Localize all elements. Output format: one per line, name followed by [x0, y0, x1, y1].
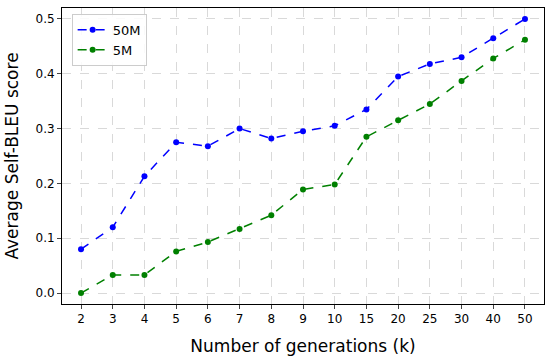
svg-text:30: 30: [454, 312, 469, 326]
svg-text:50M: 50M: [113, 23, 141, 38]
svg-text:50: 50: [517, 312, 532, 326]
svg-text:8: 8: [267, 312, 275, 326]
svg-text:Number of generations (k): Number of generations (k): [190, 336, 415, 356]
svg-text:20: 20: [390, 312, 405, 326]
svg-text:5M: 5M: [113, 43, 133, 58]
svg-text:15: 15: [359, 312, 374, 326]
svg-text:Average Self-BLEU score: Average Self-BLEU score: [2, 52, 22, 259]
svg-text:25: 25: [422, 312, 437, 326]
svg-text:9: 9: [299, 312, 307, 326]
svg-text:4: 4: [141, 312, 149, 326]
svg-text:2: 2: [77, 312, 85, 326]
svg-text:0.0: 0.0: [36, 286, 55, 300]
svg-text:6: 6: [204, 312, 212, 326]
svg-text:3: 3: [109, 312, 117, 326]
svg-text:0.1: 0.1: [36, 231, 55, 245]
svg-text:0.3: 0.3: [36, 122, 55, 136]
svg-text:5: 5: [172, 312, 180, 326]
svg-text:40: 40: [486, 312, 501, 326]
svg-text:10: 10: [327, 312, 342, 326]
svg-text:0.2: 0.2: [36, 177, 55, 191]
svg-text:0.5: 0.5: [36, 12, 55, 26]
svg-text:7: 7: [236, 312, 244, 326]
svg-text:0.4: 0.4: [36, 67, 55, 81]
